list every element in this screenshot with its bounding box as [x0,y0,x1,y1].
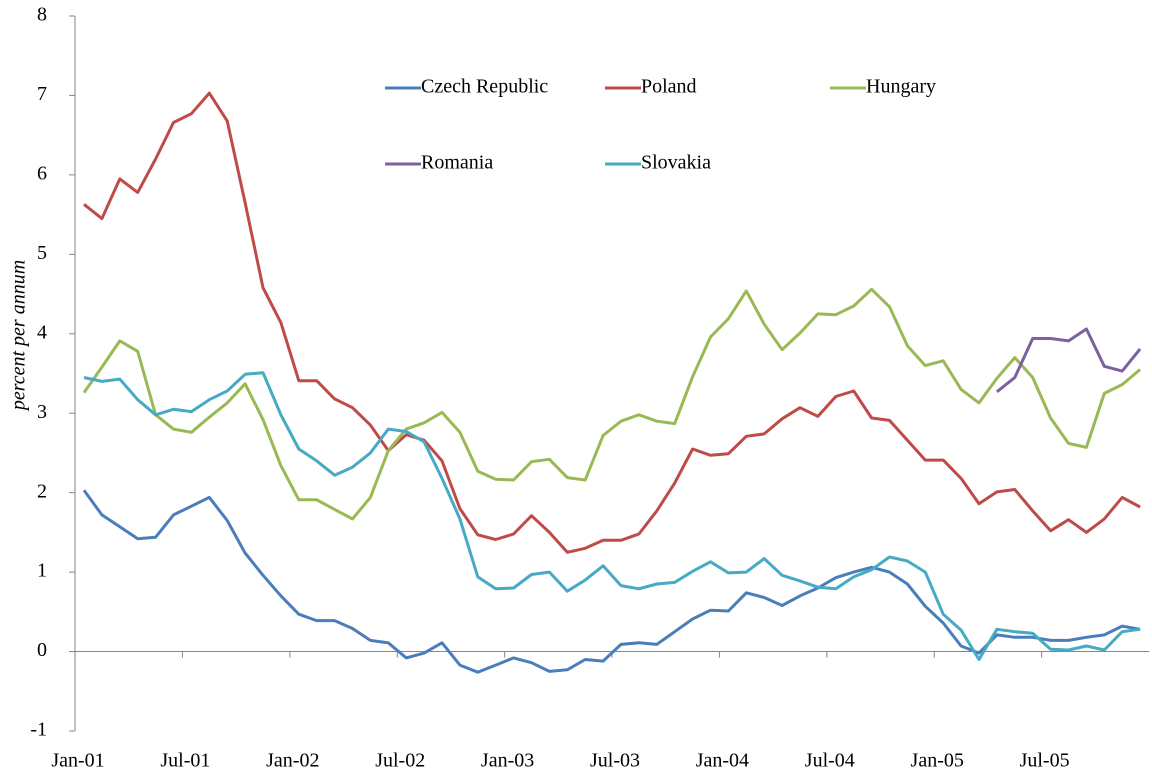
x-tick-label: Jul-04 [805,750,855,772]
legend-label: Slovakia [641,152,711,174]
y-tick-label: 6 [37,162,47,184]
legend-label: Romania [421,152,493,174]
x-tick-label: Jul-02 [375,750,425,772]
y-tick-label: 0 [37,639,47,661]
x-tick-label: Jan-03 [481,750,534,772]
x-tick-label: Jan-04 [696,750,749,772]
x-tick-label: Jul-03 [590,750,640,772]
x-tick-label: Jan-02 [266,750,319,772]
y-tick-label: 2 [37,480,47,502]
y-tick-label: 8 [37,4,47,26]
y-axis-label: percent per annum [8,260,30,412]
y-tick-label: -1 [30,719,47,741]
series-line [83,91,1141,554]
series-line [83,371,1141,661]
y-tick-label: 4 [37,321,47,343]
x-tick-label: Jul-05 [1020,750,1070,772]
series-line [995,327,1142,393]
y-tick-label: 7 [37,83,47,105]
legend-label: Hungary [866,76,936,98]
series-line [82,287,1142,521]
legend-label: Czech Republic [421,76,548,98]
x-tick-label: Jan-05 [911,750,964,772]
y-tick-label: 1 [37,560,47,582]
legend-label: Poland [641,76,697,98]
y-tick-label: 5 [37,242,47,264]
series-line [82,489,1141,674]
x-tick-label: Jul-01 [160,750,210,772]
y-tick-label: 3 [37,401,47,423]
x-tick-label: Jan-01 [51,750,104,772]
